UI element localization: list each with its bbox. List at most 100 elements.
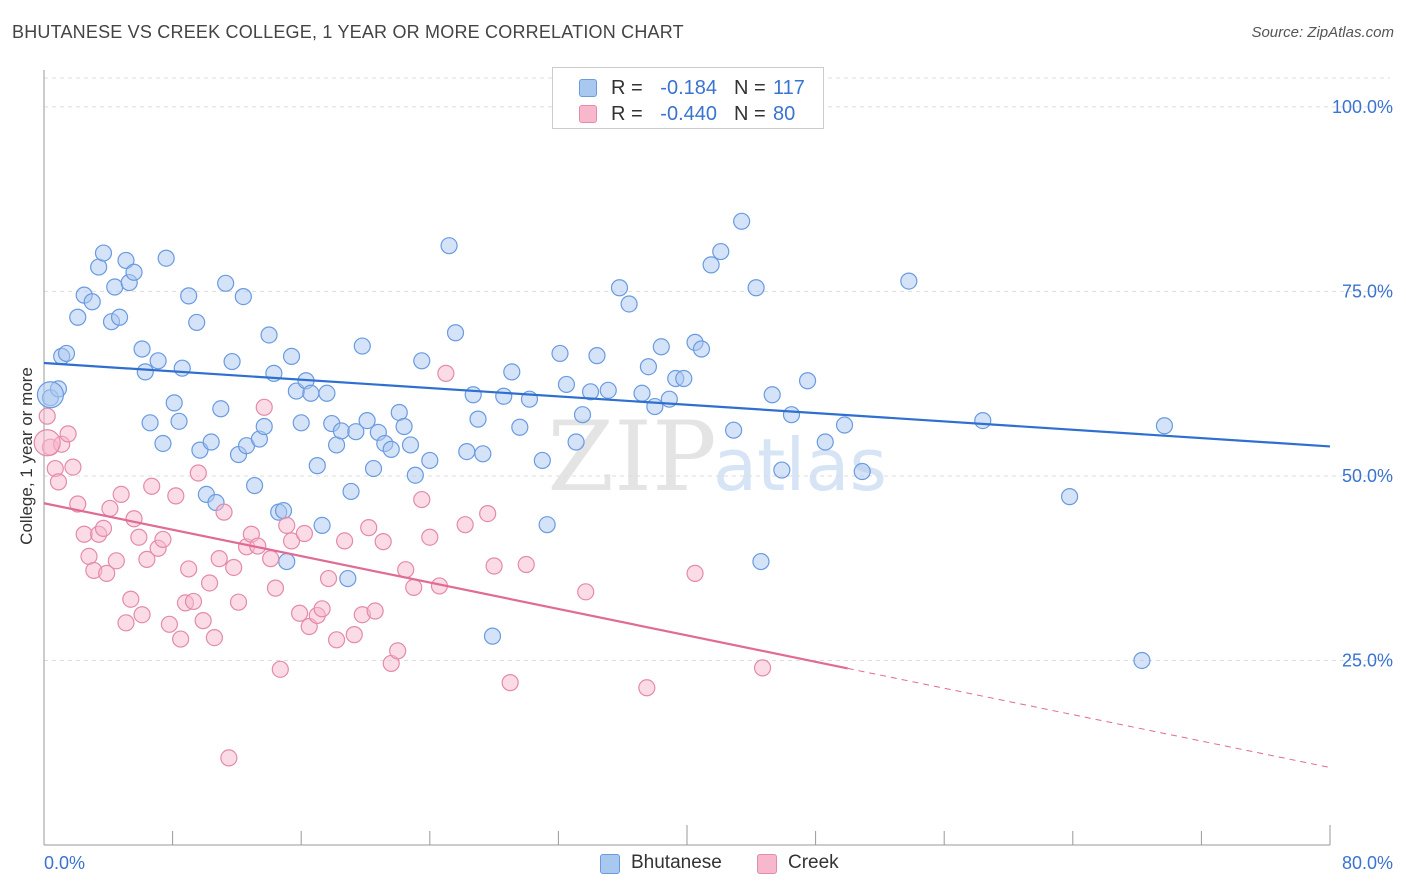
point-bhutanese — [106, 278, 124, 296]
trend-lines — [43, 361, 1331, 768]
axes — [43, 70, 1331, 846]
point-bhutanese — [588, 347, 606, 365]
point-bhutanese — [234, 287, 252, 306]
point-creek — [205, 628, 223, 647]
point-creek — [753, 659, 772, 677]
point-creek — [266, 579, 285, 597]
point-bhutanese — [202, 433, 220, 451]
point-creek — [215, 503, 233, 521]
point-creek — [456, 516, 474, 534]
point-creek — [271, 660, 289, 678]
point-creek — [327, 631, 346, 649]
point-bhutanese — [835, 416, 854, 434]
point-bhutanese — [313, 516, 331, 535]
point-creek — [638, 679, 656, 697]
point-bhutanese — [173, 359, 191, 377]
point-creek — [389, 642, 407, 660]
point-bhutanese — [503, 363, 521, 381]
point-bhutanese — [382, 440, 400, 458]
point-bhutanese — [458, 442, 476, 461]
point-creek — [125, 510, 143, 528]
point-bhutanese — [157, 249, 175, 267]
point-creek — [194, 612, 212, 630]
point-creek — [278, 516, 296, 535]
point-bhutanese — [692, 340, 711, 358]
r-label: R = — [611, 77, 643, 99]
point-creek — [290, 604, 309, 622]
n-value: 117 — [773, 77, 805, 99]
y-tick-label: 75.0% — [1342, 281, 1393, 301]
point-bhutanese — [133, 340, 151, 358]
point-bhutanese — [511, 418, 529, 436]
point-bhutanese — [364, 459, 383, 478]
point-bhutanese — [733, 212, 751, 230]
point-creek — [413, 490, 431, 509]
point-bhutanese — [165, 394, 183, 412]
point-creek — [313, 600, 331, 618]
point-bhutanese — [747, 279, 765, 297]
point-creek — [64, 458, 82, 476]
y-tick-label: 50.0% — [1342, 466, 1393, 486]
point-creek — [517, 555, 535, 574]
point-creek — [282, 532, 301, 550]
point-bhutanese — [633, 384, 651, 402]
n-label: N = — [734, 77, 766, 99]
point-creek — [117, 614, 135, 632]
point-creek — [405, 578, 423, 597]
point-bhutanese — [567, 433, 585, 451]
x-tick-label: 80.0% — [1342, 853, 1393, 873]
point-creek — [295, 524, 314, 543]
point-bhutanese — [83, 293, 101, 311]
point-bhutanese — [639, 358, 658, 376]
y-tick-label: 100.0% — [1332, 97, 1393, 117]
point-creek — [225, 558, 243, 577]
watermark-zip: ZIP — [547, 401, 716, 513]
point-bhutanese — [1155, 417, 1174, 435]
point-bhutanese — [260, 326, 278, 344]
point-creek — [167, 487, 185, 505]
point-bhutanese — [816, 433, 834, 451]
point-bhutanese — [773, 461, 791, 479]
point-bhutanese — [440, 237, 458, 255]
point-creek — [154, 530, 172, 549]
series-legend: Bhutanese Creek — [0, 851, 1406, 877]
point-bhutanese — [278, 552, 296, 571]
point-creek — [397, 561, 415, 579]
point-creek — [180, 560, 198, 578]
point-creek — [437, 364, 455, 382]
point-bhutanese — [675, 369, 693, 388]
watermark: ZIP atlas — [547, 401, 887, 513]
point-bhutanese — [358, 411, 376, 430]
point-bhutanese — [495, 387, 513, 405]
point-creek — [421, 528, 439, 546]
point-bhutanese — [318, 384, 336, 402]
n-value: 80 — [773, 103, 796, 125]
point-creek — [143, 477, 161, 495]
point-bhutanese — [149, 352, 167, 370]
point-bhutanese — [69, 308, 87, 326]
legend-label-creek: Creek — [788, 852, 839, 873]
point-creek — [319, 569, 338, 588]
point-bhutanese — [292, 414, 310, 432]
trend-line-creek-dashed — [847, 667, 1331, 768]
point-bhutanese — [538, 516, 556, 534]
points — [33, 212, 1174, 767]
point-bhutanese — [853, 462, 871, 481]
point-creek — [98, 564, 116, 582]
legend-swatch-blue — [600, 854, 620, 874]
point-creek — [366, 602, 384, 620]
point-creek — [133, 606, 151, 624]
point-creek — [374, 533, 392, 551]
y-tick-label: 25.0% — [1342, 650, 1393, 670]
point-bhutanese — [395, 417, 413, 436]
point-bhutanese — [180, 287, 198, 305]
point-creek — [112, 485, 130, 504]
point-bhutanese — [646, 397, 664, 416]
legend-row-bhutanese: R = -0.184 N = 117 — [553, 75, 823, 101]
point-bhutanese — [712, 242, 730, 261]
point-bhutanese — [141, 414, 159, 432]
point-bhutanese — [702, 256, 720, 274]
point-bhutanese — [110, 308, 129, 326]
point-bhutanese — [464, 386, 482, 404]
